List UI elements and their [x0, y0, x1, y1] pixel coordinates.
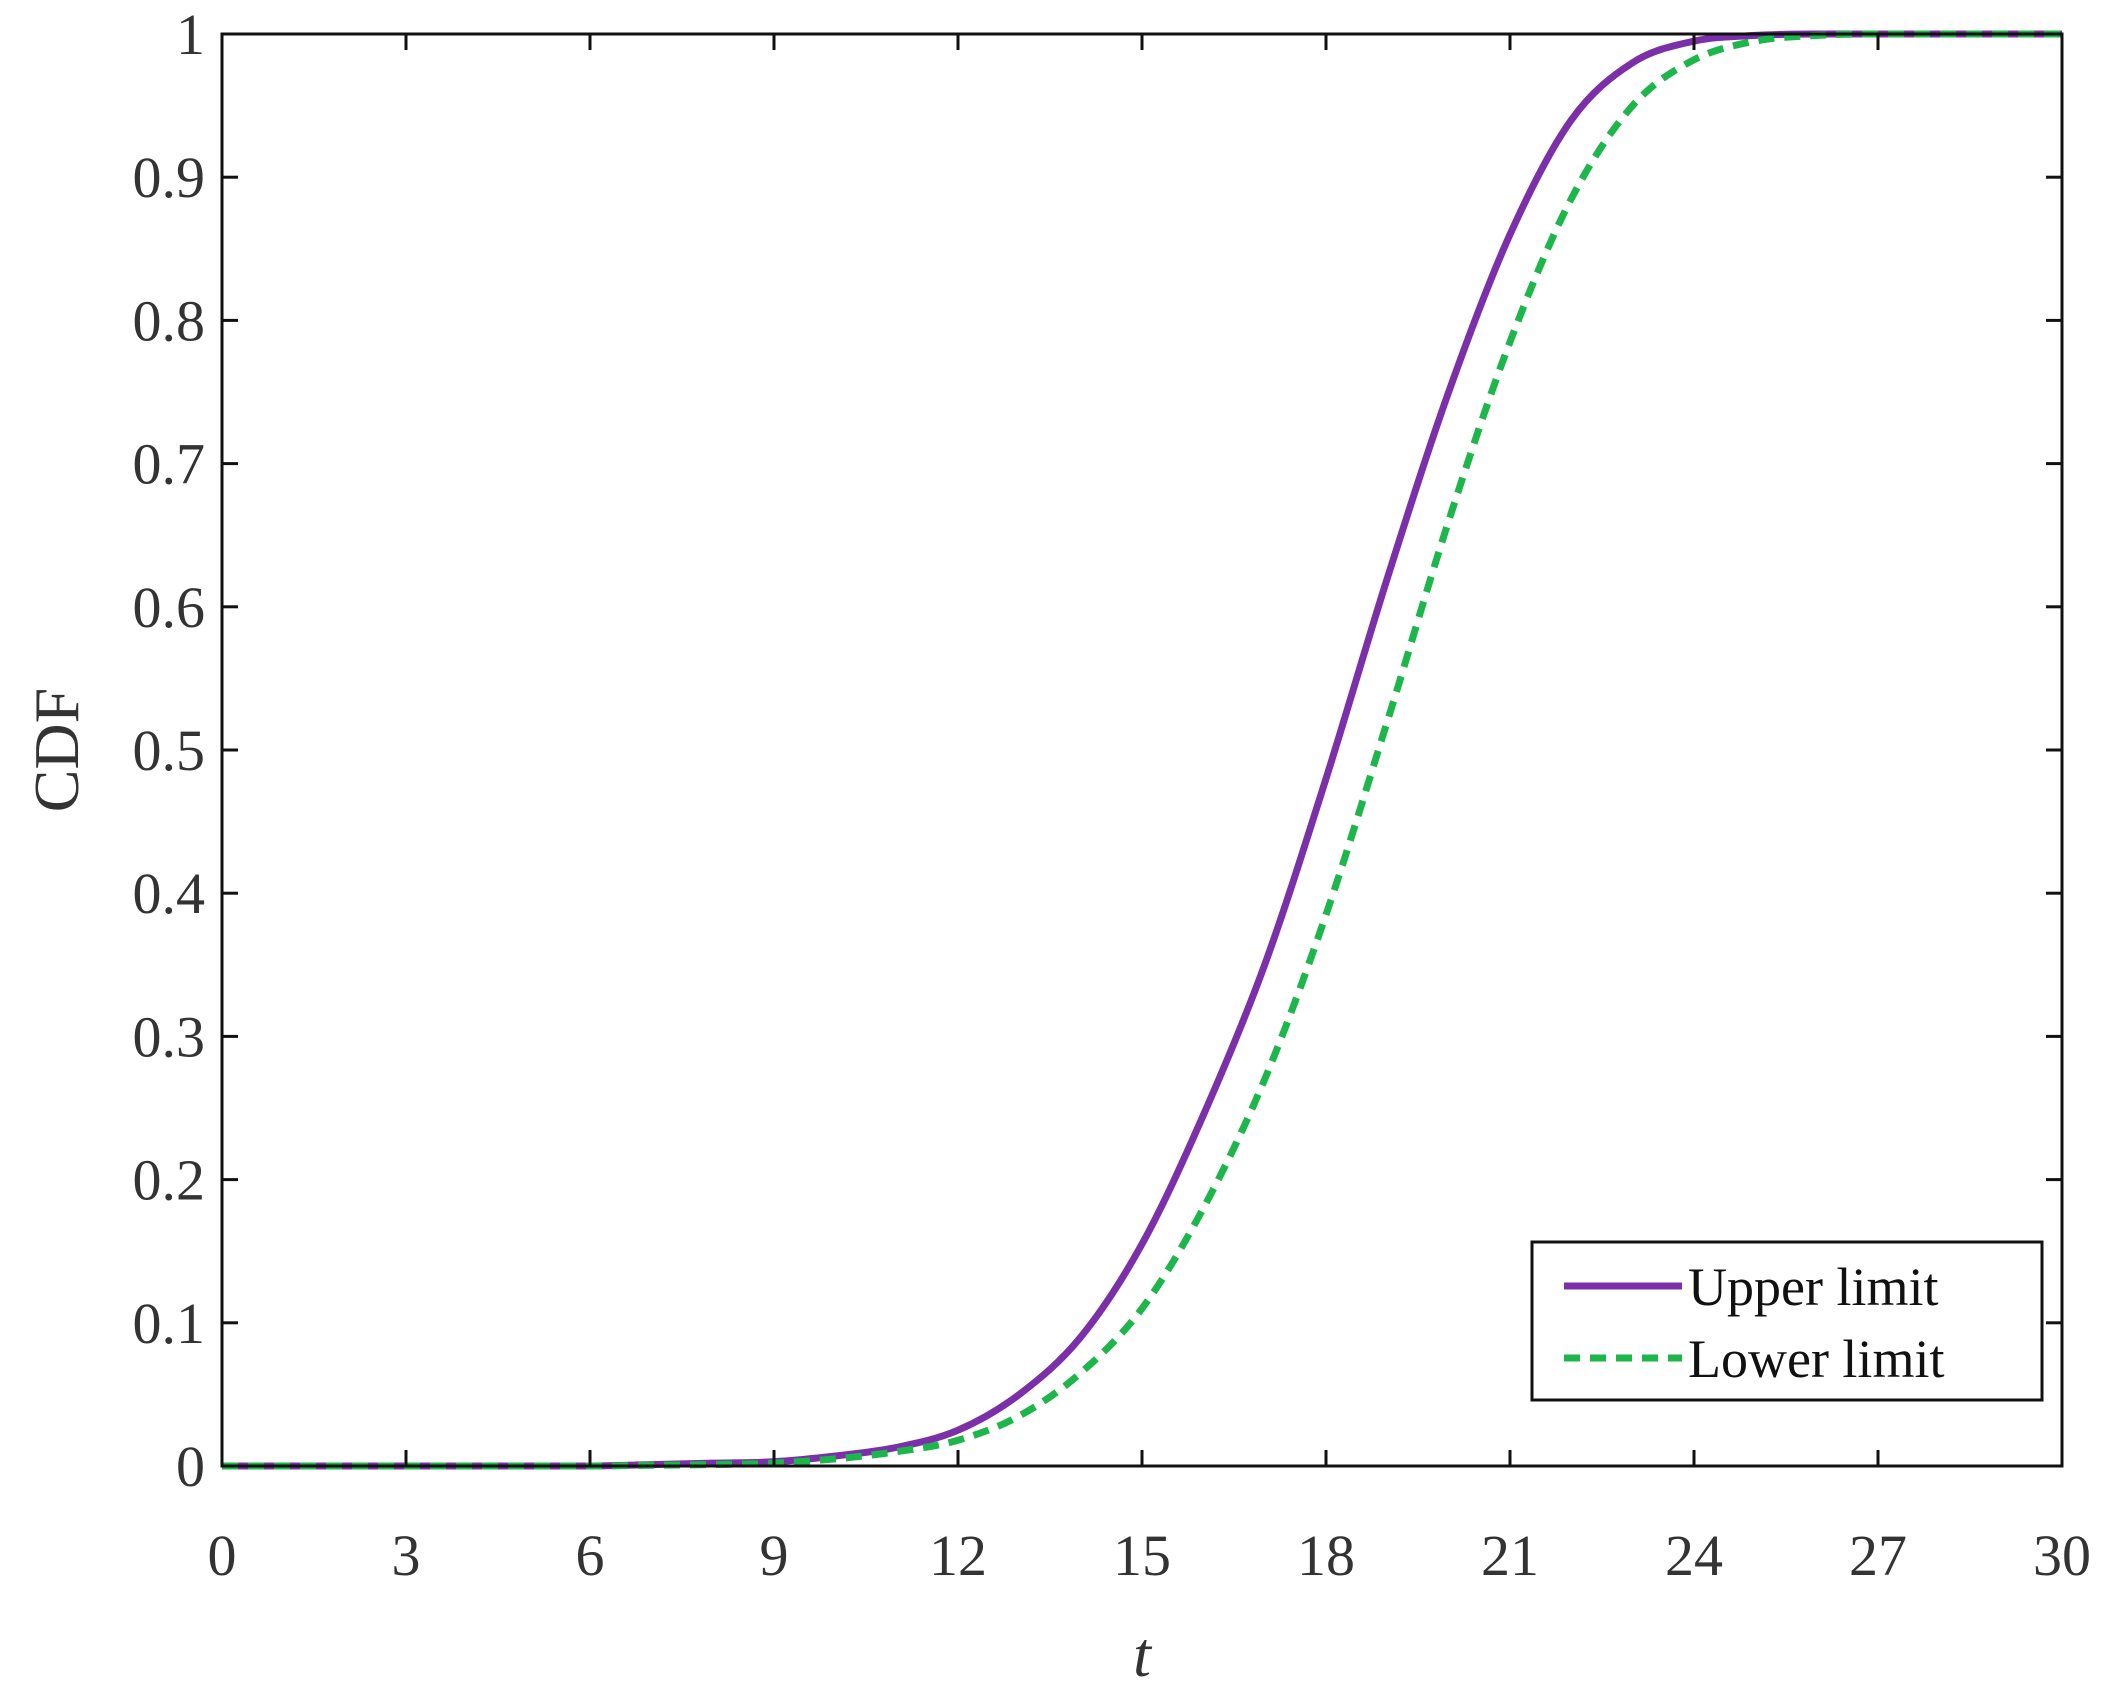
y-tick-label: 0.4: [133, 861, 206, 926]
legend-box: [1530, 1240, 2044, 1402]
x-tick-label: 3: [392, 1523, 421, 1588]
x-tick-label: 0: [208, 1523, 237, 1588]
legend: Upper limit Lower limit: [1530, 1240, 2044, 1402]
x-tick-label: 27: [1849, 1523, 1907, 1588]
y-tick-label: 0.8: [133, 288, 206, 353]
x-tick-label: 21: [1481, 1523, 1539, 1588]
x-tick-label: 30: [2033, 1523, 2091, 1588]
y-tick-label: 0.3: [133, 1004, 206, 1069]
x-tick-label: 9: [760, 1523, 789, 1588]
series-line-lower-limit: [221, 30, 2062, 1470]
y-tick-label: 0.6: [133, 575, 206, 640]
x-tick-label: 24: [1665, 1523, 1723, 1588]
y-tick-label: 0: [176, 1434, 205, 1499]
y-tick-label: 0.1: [133, 1291, 206, 1356]
plot-area: [221, 30, 2062, 1470]
y-tick-label: 0.9: [133, 145, 206, 210]
y-tick-label: 0.5: [133, 718, 206, 783]
x-tick-label: 6: [576, 1523, 605, 1588]
legend-label-2: Lower limit: [1688, 1329, 1944, 1389]
y-tick-label: 0.7: [133, 432, 206, 497]
y-tick-label: 1: [176, 2, 205, 67]
x-tick-label: 12: [929, 1523, 987, 1588]
y-tick-label: 0.2: [133, 1148, 206, 1213]
y-axis-label: CDF: [21, 688, 92, 813]
x-tick-label: 18: [1297, 1523, 1355, 1588]
x-tick-label: 15: [1113, 1523, 1171, 1588]
x-axis-label: t: [1133, 1619, 1153, 1690]
legend-label-1: Upper limit: [1688, 1257, 1938, 1317]
axes: 0 3 6 9 12 15 18 21 24 27 30 0 0.1 0.2 0.3 0.4 0.5 0.6 0.7…: [21, 2, 2091, 1690]
